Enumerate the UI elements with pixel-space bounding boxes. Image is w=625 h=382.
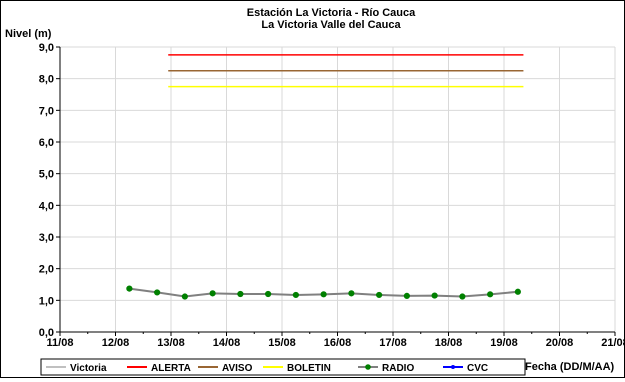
y-tick-label: 5,0 xyxy=(39,169,54,181)
data-point-radio xyxy=(126,285,133,292)
x-tick-label: 13/08 xyxy=(157,337,185,349)
data-point-radio xyxy=(514,288,521,295)
legend-label-alerta: ALERTA xyxy=(151,363,191,374)
y-tick-label: 0,0 xyxy=(39,327,54,339)
data-point-radio xyxy=(459,293,466,300)
chart-title: Estación La Victoria - Río Cauca xyxy=(247,7,416,19)
legend-marker-cvc xyxy=(451,365,455,369)
x-tick-label: 21/08 xyxy=(601,337,624,349)
data-point-radio xyxy=(154,289,161,296)
legend-marker-radio xyxy=(365,364,371,370)
x-tick-label: 12/08 xyxy=(102,337,130,349)
chart-subtitle: La Victoria Valle del Cauca xyxy=(261,19,401,31)
data-point-radio xyxy=(431,292,438,299)
x-tick-label: 20/08 xyxy=(546,337,574,349)
data-point-radio xyxy=(348,290,355,297)
data-point-radio xyxy=(403,292,410,299)
y-tick-label: 2,0 xyxy=(39,264,54,276)
legend-label-cvc: CVC xyxy=(467,363,488,374)
grid xyxy=(60,46,616,332)
x-tick-label: 14/08 xyxy=(213,337,241,349)
y-tick-label: 7,0 xyxy=(39,105,54,117)
data-point-radio xyxy=(181,293,188,300)
data-point-radio xyxy=(292,291,299,299)
y-tick-label: 3,0 xyxy=(39,232,54,244)
x-tick-label: 11/08 xyxy=(47,337,74,349)
y-tick-label: 6,0 xyxy=(39,137,54,149)
x-tick-label: 17/08 xyxy=(379,337,407,349)
x-tick-label: 16/08 xyxy=(324,337,352,349)
y-axis-label: Nivel (m) xyxy=(5,28,52,40)
axes: 0,0 1,0 2,0 3,0 4,0 5,0 6,0 7,0 8,0 9,0 11/08 12/08… xyxy=(39,42,625,349)
data-point-radio xyxy=(320,291,327,298)
data-point-radio xyxy=(265,290,272,298)
x-axis-label: Fecha (DD/M/AA) xyxy=(525,361,615,373)
data-point-radio xyxy=(237,290,244,298)
x-tick-label: 18/08 xyxy=(435,337,463,349)
y-tick-label: 1,0 xyxy=(39,295,54,307)
legend-label-aviso: AVISO xyxy=(222,363,253,374)
x-tick-label: 19/08 xyxy=(490,337,518,349)
legend: Victoria ALERTA AVISO BOLETIN RADIO CVC xyxy=(40,358,526,376)
y-tick-label: 8,0 xyxy=(39,74,54,86)
legend-label-boletin: BOLETIN xyxy=(287,363,331,374)
data-point-radio xyxy=(487,291,494,298)
legend-label-radio: RADIO xyxy=(382,363,414,374)
series-layer xyxy=(126,54,524,300)
legend-label-victoria: Victoria xyxy=(70,363,107,374)
y-tick-label: 4,0 xyxy=(39,200,54,212)
data-point-radio xyxy=(209,290,216,297)
y-tick-label: 9,0 xyxy=(39,42,54,54)
x-tick-label: 15/08 xyxy=(268,337,296,349)
data-point-radio xyxy=(376,291,383,299)
